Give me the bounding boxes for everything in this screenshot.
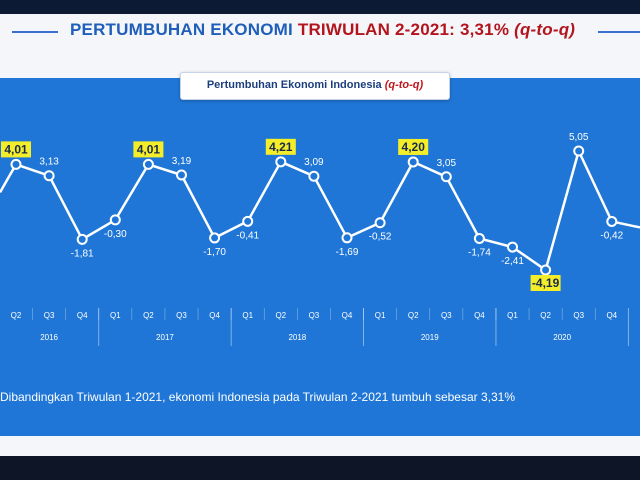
top-bar: [0, 0, 640, 14]
slide-title: PERTUMBUHAN EKONOMI TRIWULAN 2-2021: 3,3…: [70, 20, 575, 40]
data-label-highlight: [398, 138, 429, 155]
data-label: 4,20: [402, 140, 426, 154]
x-tick-label: Q1: [507, 311, 518, 320]
footer-text: Dibandingkan Triwulan 1-2021, ekonomi In…: [0, 390, 515, 404]
x-tick-label: Q2: [11, 311, 22, 320]
data-point: [540, 264, 552, 276]
title-part-3: (q-to-q): [514, 20, 576, 39]
x-tick-label: Q3: [309, 311, 320, 320]
x-year-label: 2019: [421, 333, 439, 342]
data-label: -1,70: [203, 247, 226, 258]
data-label-highlight: [133, 141, 164, 158]
data-label: 4,21: [269, 140, 293, 154]
x-tick-label: Q1: [110, 311, 121, 320]
chart-subtitle: Pertumbuhan Ekonomi Indonesia (q-to-q): [181, 79, 449, 91]
series-line: [15, 149, 613, 272]
data-point: [341, 232, 353, 244]
data-point: [507, 241, 518, 253]
x-tick-label: Q3: [573, 311, 584, 320]
data-point: [275, 156, 287, 168]
chart-subtitle-box: Pertumbuhan Ekonomi Indonesia (q-to-q): [180, 72, 450, 100]
data-label: -1,81: [71, 248, 94, 259]
data-point: [176, 169, 187, 181]
title-rule-right: [598, 31, 640, 33]
data-label: 3,19: [172, 156, 192, 167]
x-tick-label: Q3: [176, 311, 187, 320]
data-point: [407, 156, 419, 168]
chart-subtitle-suffix: (q-to-q): [384, 79, 424, 91]
data-point: [473, 232, 485, 244]
title-part-2: TRIWULAN 2-2021: 3,31%: [297, 20, 510, 39]
chart-panel: [0, 78, 640, 436]
data-label-highlight: [265, 138, 296, 155]
x-tick-label: Q4: [77, 311, 88, 320]
x-tick-label: Q3: [441, 311, 452, 320]
x-tick-label: Q1: [375, 311, 386, 320]
chart-subtitle-text: Pertumbuhan Ekonomi Indonesia: [206, 79, 382, 91]
data-point: [142, 158, 154, 170]
data-label-highlight: [530, 275, 561, 291]
x-year-label: 2020: [553, 333, 571, 342]
data-point: [209, 232, 221, 244]
x-tick-label: Q2: [540, 311, 551, 320]
data-label: -0,42: [600, 230, 623, 241]
data-label: 3,05: [437, 158, 457, 169]
data-point: [76, 233, 88, 245]
x-year-label: 2017: [156, 333, 174, 342]
title-rule-left: [12, 31, 58, 33]
data-label: -0,41: [236, 230, 259, 241]
data-point: [374, 217, 386, 229]
data-label: 4,01: [137, 142, 161, 156]
data-label: 3,09: [304, 157, 324, 168]
data-point: [109, 214, 121, 226]
data-point: [43, 170, 55, 182]
gdp-growth-chart: 4,01 3,13 -1,81 -0,30 4,01 3,19 -1,70 -0,41 4,21…: [0, 132, 640, 346]
data-point: [308, 170, 320, 182]
x-tick-label: Q4: [606, 311, 617, 320]
x-tick-label: Q3: [44, 311, 55, 320]
data-point: [573, 145, 585, 157]
data-label: -0,30: [104, 229, 127, 240]
data-label: 3,13: [39, 157, 59, 168]
x-tick-label: Q4: [342, 311, 353, 320]
x-tick-label: Q1: [242, 311, 253, 320]
data-label: -0,52: [369, 232, 392, 243]
data-label: -1,69: [336, 247, 359, 258]
data-label: 4,01: [4, 142, 28, 156]
x-year-label: 2018: [288, 333, 306, 342]
x-year-label: 2016: [40, 333, 58, 342]
x-tick-label: Q2: [143, 311, 154, 320]
data-point: [606, 215, 618, 227]
data-label-highlight: [1, 141, 31, 158]
x-tick-label: Q2: [408, 311, 419, 320]
x-tick-label: Q4: [209, 311, 220, 320]
data-point: [440, 171, 452, 183]
data-point: [10, 158, 22, 170]
x-tick-label: Q2: [275, 311, 286, 320]
data-label: -4,19: [532, 276, 560, 290]
x-tick-label: Q4: [474, 311, 485, 320]
footer-caption: Dibandingkan Triwulan 1-2021, ekonomi In…: [0, 390, 640, 406]
data-label: 5,05: [569, 132, 589, 143]
bottom-bar: [0, 456, 640, 480]
data-point: [242, 215, 254, 227]
title-part-1: PERTUMBUHAN EKONOMI: [70, 20, 293, 39]
data-label: -2,41: [501, 256, 524, 267]
data-label: -1,74: [468, 247, 491, 258]
